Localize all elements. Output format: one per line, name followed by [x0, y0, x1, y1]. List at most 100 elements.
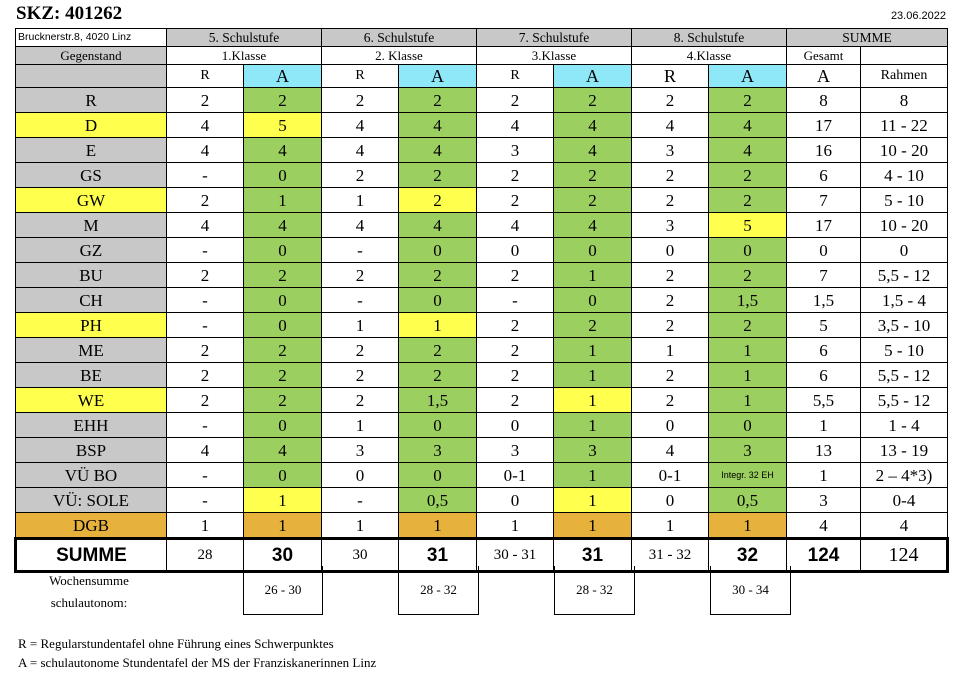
- total-cell: 4: [786, 512, 861, 539]
- value-cell-r: 2: [476, 162, 554, 188]
- value-cell-r: 3: [631, 212, 709, 238]
- stage-header-7: 7. Schulstufe: [476, 28, 632, 47]
- rahmen-cell: 10 - 20: [859, 137, 949, 163]
- table-row: E 4 4 4 4 3 4 3 4 16 10 - 20: [15, 137, 949, 163]
- total-cell: 8: [786, 87, 861, 113]
- weekly-sum-3: 28 - 32: [554, 566, 635, 615]
- rahmen-header: Rahmen: [859, 64, 949, 88]
- table-row: BU 2 2 2 2 2 1 2 2 7 5,5 - 12: [15, 262, 949, 288]
- value-cell-a: 2: [553, 162, 632, 188]
- total-cell: 16: [786, 137, 861, 163]
- rahmen-blank: [859, 46, 949, 65]
- value-cell-a: 1: [553, 462, 632, 488]
- value-cell-a: 1: [243, 487, 322, 513]
- value-cell-r: 2: [321, 87, 399, 113]
- value-cell-r: 0: [631, 412, 709, 438]
- table-row: D 4 5 4 4 4 4 4 4 17 11 - 22: [15, 112, 949, 138]
- rahmen-cell: 2 – 4*3): [859, 462, 949, 488]
- col-r: R: [166, 64, 244, 88]
- value-cell-a: Integr. 32 EH: [708, 462, 787, 488]
- rahmen-cell: 3,5 - 10: [859, 312, 949, 338]
- value-cell-a: 0: [243, 162, 322, 188]
- total-cell: 7: [786, 262, 861, 288]
- value-cell-r: 2: [166, 387, 244, 413]
- subject-cell: CH: [15, 287, 167, 313]
- total-cell: 17: [786, 212, 861, 238]
- value-cell-a: 2: [243, 337, 322, 363]
- value-cell-r: 2: [321, 162, 399, 188]
- value-cell-r: 4: [631, 112, 709, 138]
- weekly-sum-label-line2: schulautonom:: [50, 595, 128, 610]
- value-cell-a: 1: [553, 262, 632, 288]
- table-row: GS -0 2 2 2 2 2 2 6 4 - 10: [15, 162, 949, 188]
- value-cell-r: 1: [631, 337, 709, 363]
- value-cell-r: 2: [321, 262, 399, 288]
- header-row-stages: Brucknerstr.8, 4020 Linz 5. Schulstufe 6…: [15, 28, 949, 47]
- value-cell-a: 2: [398, 362, 477, 388]
- value-cell-r: 0: [476, 487, 554, 513]
- weekly-sum-1: 26 - 30: [243, 566, 323, 615]
- value-cell-r: 2: [631, 312, 709, 338]
- value-cell-a: 1: [553, 512, 632, 539]
- total-cell: 5,5: [786, 387, 861, 413]
- rahmen-cell: 5,5 - 12: [859, 262, 949, 288]
- value-cell-r: 4: [476, 112, 554, 138]
- value-cell-r: 2: [321, 337, 399, 363]
- value-cell-a: 0: [708, 237, 787, 263]
- weekly-sum-2: 28 - 32: [398, 566, 479, 615]
- value-cell-r: 2: [631, 87, 709, 113]
- total-cell: 1,5: [786, 287, 861, 313]
- value-cell-r: -: [166, 287, 244, 313]
- value-cell-a: 4: [243, 212, 322, 238]
- summe-cell: 124: [786, 537, 861, 573]
- value-cell-r: 2: [166, 362, 244, 388]
- value-cell-a: 0: [243, 462, 322, 488]
- rahmen-cell: 8: [859, 87, 949, 113]
- subject-cell: PH: [15, 312, 167, 338]
- value-cell-r: 2: [476, 337, 554, 363]
- col-a: A: [398, 64, 477, 88]
- total-cell: 3: [786, 487, 861, 513]
- rahmen-cell: 13 - 19: [859, 437, 949, 463]
- klasse-3: 3.Klasse: [476, 46, 632, 65]
- value-cell-r: 2: [476, 362, 554, 388]
- value-cell-r: 4: [166, 112, 244, 138]
- value-cell-r: 1: [321, 312, 399, 338]
- value-cell-a: 1,5: [398, 387, 477, 413]
- rahmen-cell: 11 - 22: [859, 112, 949, 138]
- rahmen-cell: 1,5 - 4: [859, 287, 949, 313]
- table-row: DGB 1 1 1 1 1 1 1 1 4 4: [15, 512, 949, 539]
- school-code: SKZ: 401262: [16, 3, 123, 24]
- table-row: ME 2 2 2 2 2 1 1 1 6 5 - 10: [15, 337, 949, 363]
- rahmen-cell: 10 - 20: [859, 212, 949, 238]
- value-cell-a: 0: [398, 412, 477, 438]
- value-cell-a: 4: [708, 137, 787, 163]
- value-cell-r: -: [321, 287, 399, 313]
- subject-cell: GS: [15, 162, 167, 188]
- value-cell-a: 1: [243, 187, 322, 213]
- value-cell-r: 2: [321, 362, 399, 388]
- value-cell-r: -: [166, 312, 244, 338]
- value-cell-r: 0: [476, 237, 554, 263]
- weekly-sum-4: 30 - 34: [710, 566, 791, 615]
- klasse-2: 2. Klasse: [321, 46, 477, 65]
- gesamt-label: Gesamt: [786, 46, 861, 65]
- value-cell-a: 4: [398, 112, 477, 138]
- address: Brucknerstr.8, 4020 Linz: [15, 28, 167, 47]
- value-cell-r: 3: [321, 437, 399, 463]
- header-row-ra: R A R A R A R A A Rahmen: [15, 64, 949, 88]
- value-cell-a: 2: [398, 337, 477, 363]
- value-cell-r: 0-1: [476, 462, 554, 488]
- value-cell-r: -: [166, 237, 244, 263]
- table-row: BE 2 2 2 2 2 1 2 1 6 5,5 - 12: [15, 362, 949, 388]
- value-cell-a: 0: [398, 237, 477, 263]
- value-cell-a: 2: [553, 87, 632, 113]
- value-cell-r: -: [166, 412, 244, 438]
- value-cell-r: 0-1: [631, 462, 709, 488]
- col-a-total: A: [786, 64, 861, 88]
- value-cell-r: 3: [476, 437, 554, 463]
- table-row: EHH -0 1 0 0 1 0 0 1 1 - 4: [15, 412, 949, 438]
- subject-cell: BE: [15, 362, 167, 388]
- header-row-klasse: Gegenstand 1.Klasse 2. Klasse 3.Klasse 4…: [15, 46, 949, 65]
- table-row: WE 2 2 2 1,5 2 1 2 1 5,5 5,5 - 12: [15, 387, 949, 413]
